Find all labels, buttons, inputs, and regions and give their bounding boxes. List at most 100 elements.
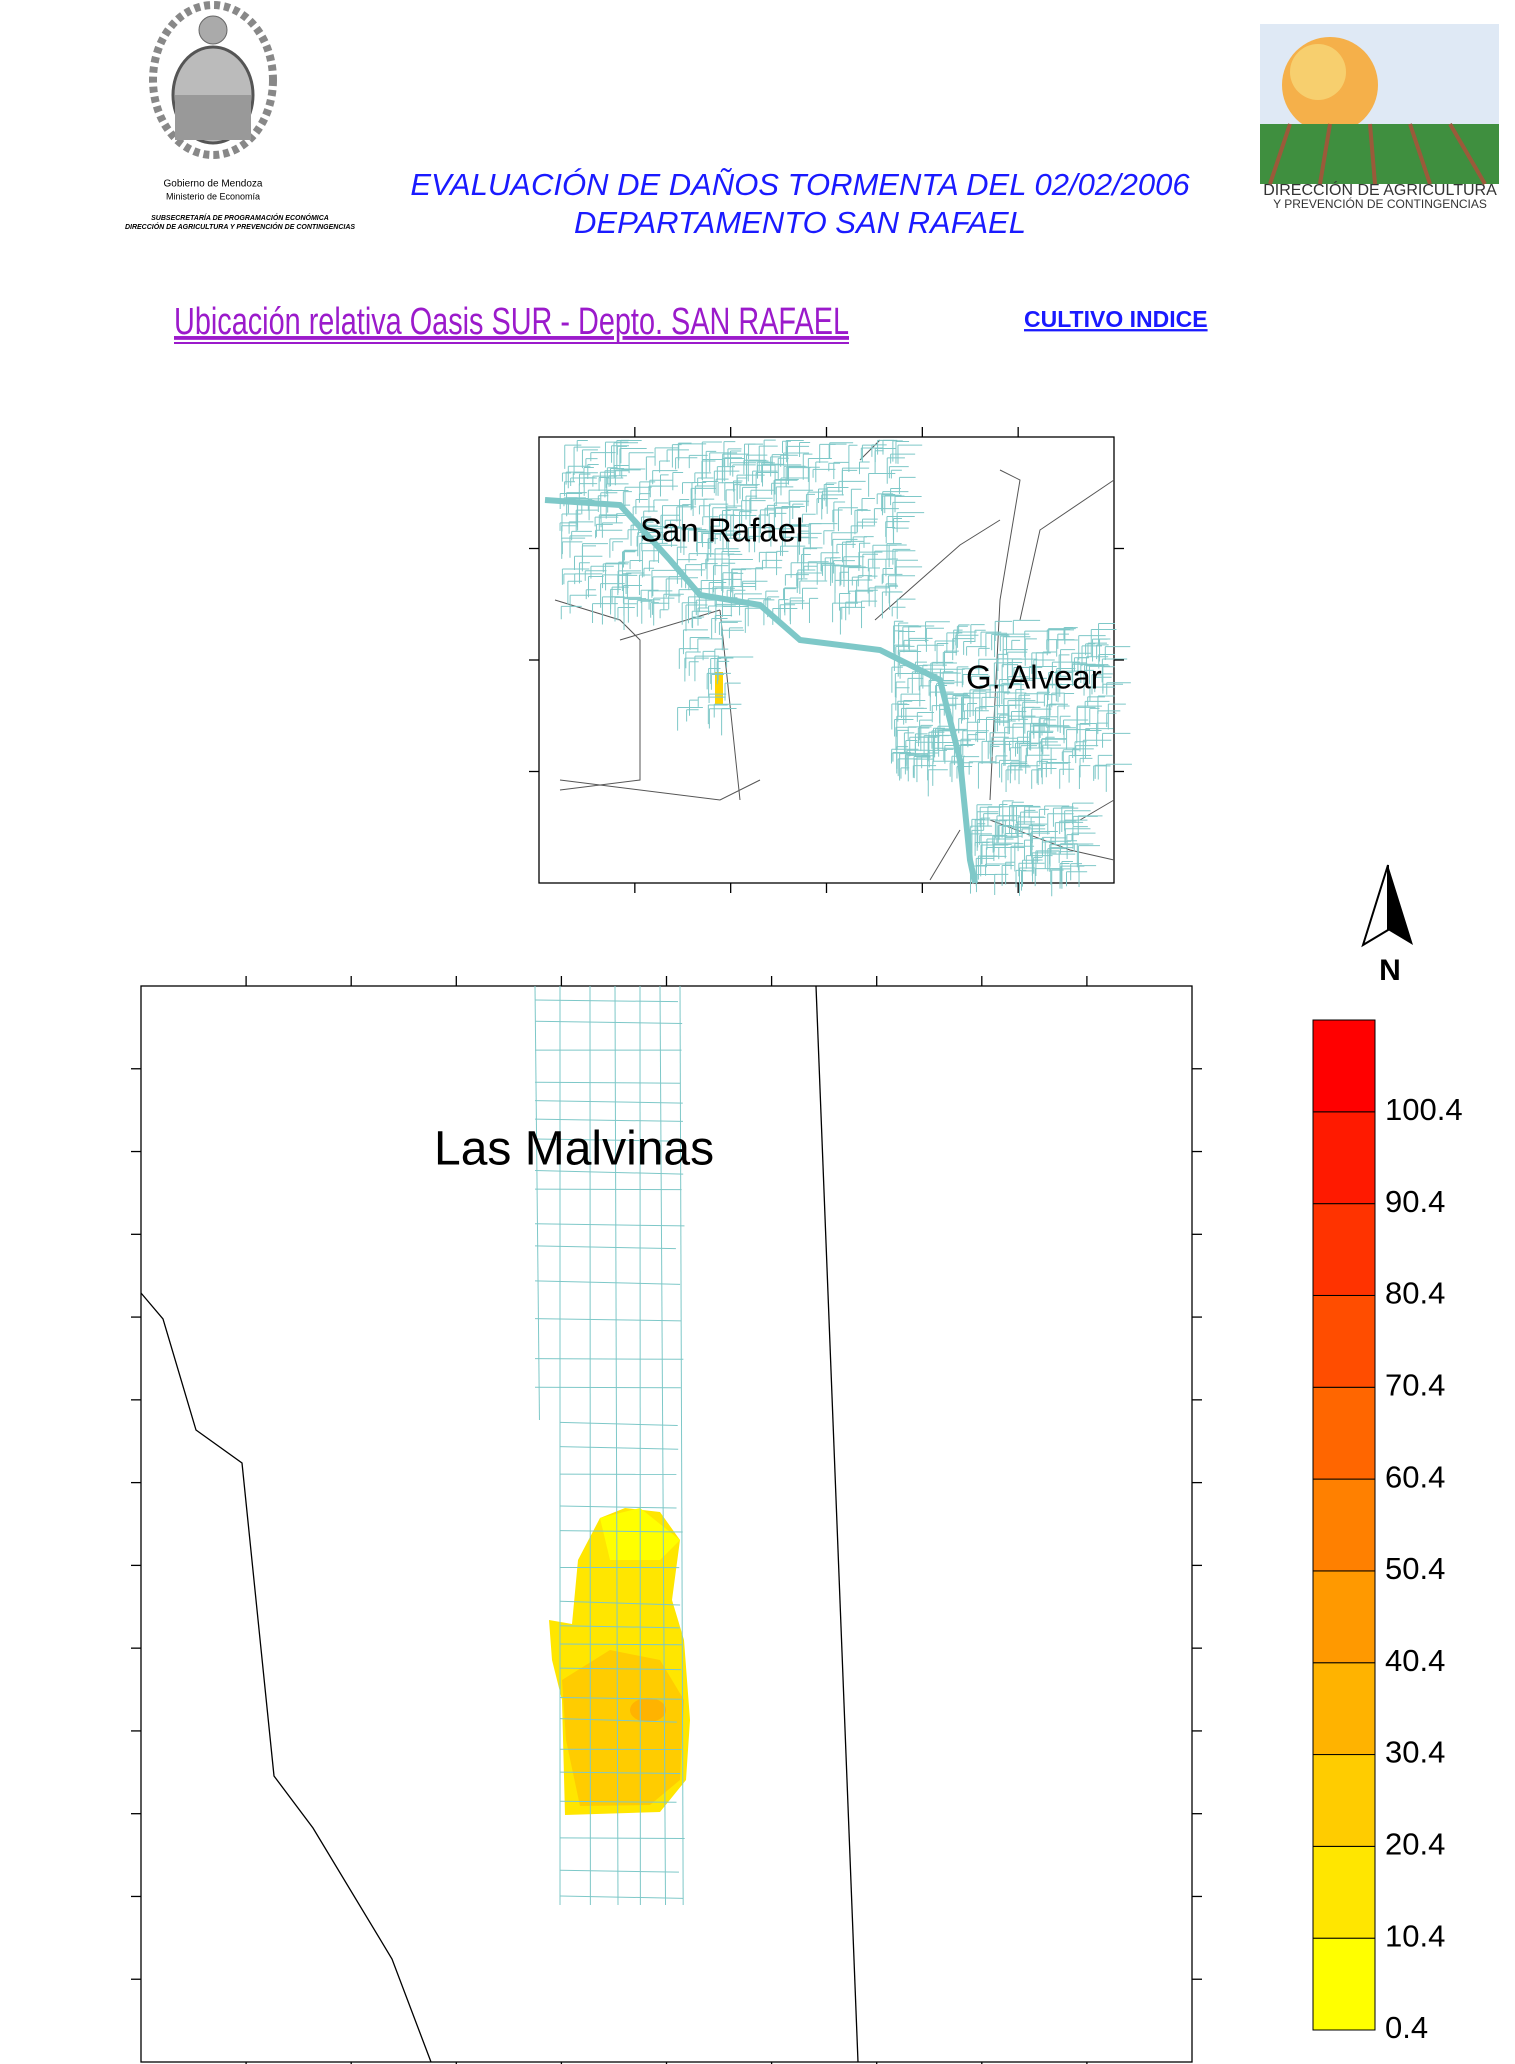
parcel (1059, 715, 1071, 733)
parcel (946, 693, 969, 709)
parcel (1064, 828, 1091, 844)
parcel (852, 536, 868, 548)
parcel (1046, 629, 1075, 656)
parcel (892, 751, 911, 762)
parcel (780, 545, 806, 556)
parcel (678, 648, 699, 669)
parcel (622, 550, 637, 568)
parcel (681, 504, 692, 531)
parcel (899, 665, 928, 679)
parcel (1074, 741, 1087, 757)
parcel (559, 1446, 679, 1450)
parcel (679, 499, 690, 527)
parcel (765, 551, 777, 568)
parcel (961, 668, 989, 688)
cultivo-link[interactable]: CULTIVO INDICE (1024, 306, 1208, 332)
parcel (980, 631, 1002, 648)
parcel (991, 736, 1009, 758)
parcel (636, 535, 658, 547)
parcel (942, 671, 954, 681)
parcel (1007, 715, 1036, 735)
parcel (971, 675, 990, 686)
parcel (774, 506, 801, 518)
parcel (837, 507, 858, 532)
parcel (726, 589, 746, 602)
parcel (571, 530, 592, 541)
parcel (782, 440, 791, 453)
parcel (770, 528, 795, 547)
parcel (993, 662, 1012, 687)
parcel (934, 640, 956, 652)
parcel (1002, 649, 1028, 668)
parcel (1020, 811, 1038, 833)
parcel (559, 1667, 682, 1671)
parcel (534, 999, 679, 1003)
parcel (620, 439, 630, 464)
parcel (861, 444, 876, 462)
parcel (787, 452, 810, 481)
parcel (807, 561, 829, 571)
parcel (1035, 850, 1060, 877)
parcel (799, 441, 811, 457)
parcel (605, 562, 626, 591)
parcel (968, 761, 997, 775)
parcel (979, 685, 1004, 711)
parcel (785, 467, 811, 487)
parcel (934, 734, 954, 758)
parcel (895, 681, 906, 698)
parcel (637, 531, 656, 557)
parcel (765, 590, 779, 606)
parcel (701, 460, 716, 480)
parcel (1047, 726, 1071, 750)
parcel (694, 655, 719, 682)
parcel (559, 1643, 682, 1646)
parcel (1058, 851, 1073, 863)
parcel (1006, 633, 1030, 656)
parcel (666, 449, 689, 462)
parcel (615, 513, 629, 524)
parcel (671, 444, 682, 468)
parcel (559, 1600, 681, 1606)
parcel (1045, 761, 1071, 778)
parcel (911, 671, 922, 694)
parcel (660, 514, 680, 540)
parcel (943, 748, 954, 761)
parcel (742, 486, 758, 501)
parcel (740, 568, 763, 588)
parcel (1055, 670, 1083, 696)
parcel (630, 524, 658, 546)
parcel (721, 551, 741, 564)
parcel (1022, 701, 1045, 718)
parcel (931, 730, 957, 749)
parcel (563, 573, 576, 585)
parcel (946, 632, 963, 653)
parcel (559, 1530, 683, 1533)
parcel (685, 651, 701, 669)
parcel (768, 512, 787, 539)
parcel (1059, 768, 1075, 789)
parcel (958, 718, 970, 734)
parcel (1042, 744, 1061, 755)
parcel (672, 472, 684, 491)
parcel (645, 520, 657, 539)
parcel (1022, 716, 1046, 744)
parcel (1063, 693, 1075, 710)
parcel (569, 535, 593, 558)
parcel (970, 624, 985, 644)
parcel (897, 649, 917, 677)
parcel (856, 521, 878, 532)
parcel (1044, 805, 1070, 816)
parcel (1087, 696, 1105, 707)
parcel (1050, 747, 1077, 775)
parcel (861, 518, 878, 529)
parcel (730, 602, 743, 617)
parcel (749, 497, 773, 526)
parcel (952, 694, 970, 723)
legend-label: 90.4 (1385, 1184, 1445, 1219)
parcel (578, 473, 591, 486)
parcel (994, 634, 1009, 658)
parcel (638, 493, 651, 503)
org-line: Gobierno de Mendoza (164, 179, 263, 190)
map-label: Las Malvinas (434, 1123, 714, 1176)
parcel (1049, 853, 1076, 865)
